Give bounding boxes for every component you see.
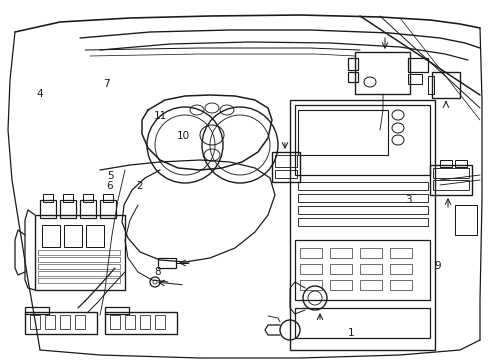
Bar bbox=[429, 165, 471, 195]
Bar bbox=[454, 205, 476, 235]
Bar bbox=[297, 194, 427, 202]
Bar bbox=[60, 315, 70, 329]
Bar bbox=[347, 72, 357, 82]
Bar bbox=[25, 307, 49, 314]
Bar bbox=[359, 280, 381, 290]
Bar bbox=[389, 248, 411, 258]
Bar bbox=[25, 312, 97, 334]
Bar bbox=[299, 248, 321, 258]
Bar bbox=[155, 315, 164, 329]
Bar bbox=[103, 194, 113, 202]
Bar bbox=[30, 315, 40, 329]
Text: 7: 7 bbox=[103, 78, 110, 89]
Bar bbox=[454, 160, 466, 167]
Bar bbox=[83, 194, 93, 202]
Bar bbox=[42, 225, 60, 247]
Bar bbox=[347, 58, 357, 70]
Bar bbox=[359, 248, 381, 258]
Bar bbox=[329, 248, 351, 258]
Bar bbox=[125, 315, 135, 329]
Bar bbox=[105, 307, 129, 314]
Bar bbox=[158, 258, 176, 268]
Bar bbox=[38, 264, 120, 269]
Bar bbox=[427, 76, 433, 94]
Bar bbox=[80, 200, 96, 218]
Bar bbox=[297, 206, 427, 214]
Bar bbox=[432, 168, 468, 178]
Bar bbox=[294, 308, 429, 338]
Text: 2: 2 bbox=[136, 181, 142, 192]
Bar bbox=[86, 225, 104, 247]
Bar bbox=[100, 200, 116, 218]
Bar bbox=[297, 110, 387, 155]
Bar bbox=[354, 52, 409, 94]
Text: 9: 9 bbox=[433, 261, 440, 271]
Bar bbox=[297, 182, 427, 190]
Bar bbox=[271, 152, 299, 182]
Bar bbox=[389, 264, 411, 274]
Text: 4: 4 bbox=[37, 89, 43, 99]
Bar bbox=[299, 280, 321, 290]
Bar bbox=[45, 315, 55, 329]
Bar bbox=[38, 271, 120, 276]
Text: 11: 11 bbox=[153, 111, 167, 121]
Bar bbox=[35, 215, 125, 290]
Bar bbox=[274, 155, 296, 167]
Bar bbox=[60, 200, 76, 218]
Text: 8: 8 bbox=[154, 267, 161, 277]
Bar bbox=[439, 160, 451, 167]
Text: 6: 6 bbox=[106, 181, 113, 192]
Bar bbox=[274, 170, 296, 178]
Bar bbox=[359, 264, 381, 274]
Bar bbox=[432, 180, 468, 190]
Bar bbox=[329, 264, 351, 274]
Text: 10: 10 bbox=[177, 131, 189, 141]
Bar bbox=[407, 74, 421, 84]
Bar bbox=[110, 315, 120, 329]
Bar bbox=[299, 264, 321, 274]
Bar bbox=[38, 250, 120, 255]
Bar bbox=[140, 315, 150, 329]
Bar bbox=[329, 280, 351, 290]
Bar bbox=[63, 194, 73, 202]
Bar bbox=[43, 194, 53, 202]
Text: 5: 5 bbox=[106, 171, 113, 181]
Bar bbox=[294, 105, 429, 175]
Bar bbox=[294, 240, 429, 300]
Bar bbox=[38, 257, 120, 262]
Bar bbox=[40, 200, 56, 218]
Text: 1: 1 bbox=[347, 328, 354, 338]
Bar bbox=[297, 218, 427, 226]
Bar bbox=[431, 72, 459, 98]
Bar bbox=[389, 280, 411, 290]
Bar bbox=[75, 315, 85, 329]
Bar bbox=[105, 312, 177, 334]
Bar bbox=[407, 58, 427, 72]
Bar bbox=[64, 225, 82, 247]
Text: 3: 3 bbox=[404, 195, 411, 205]
Bar bbox=[289, 100, 434, 350]
Bar bbox=[38, 278, 120, 283]
